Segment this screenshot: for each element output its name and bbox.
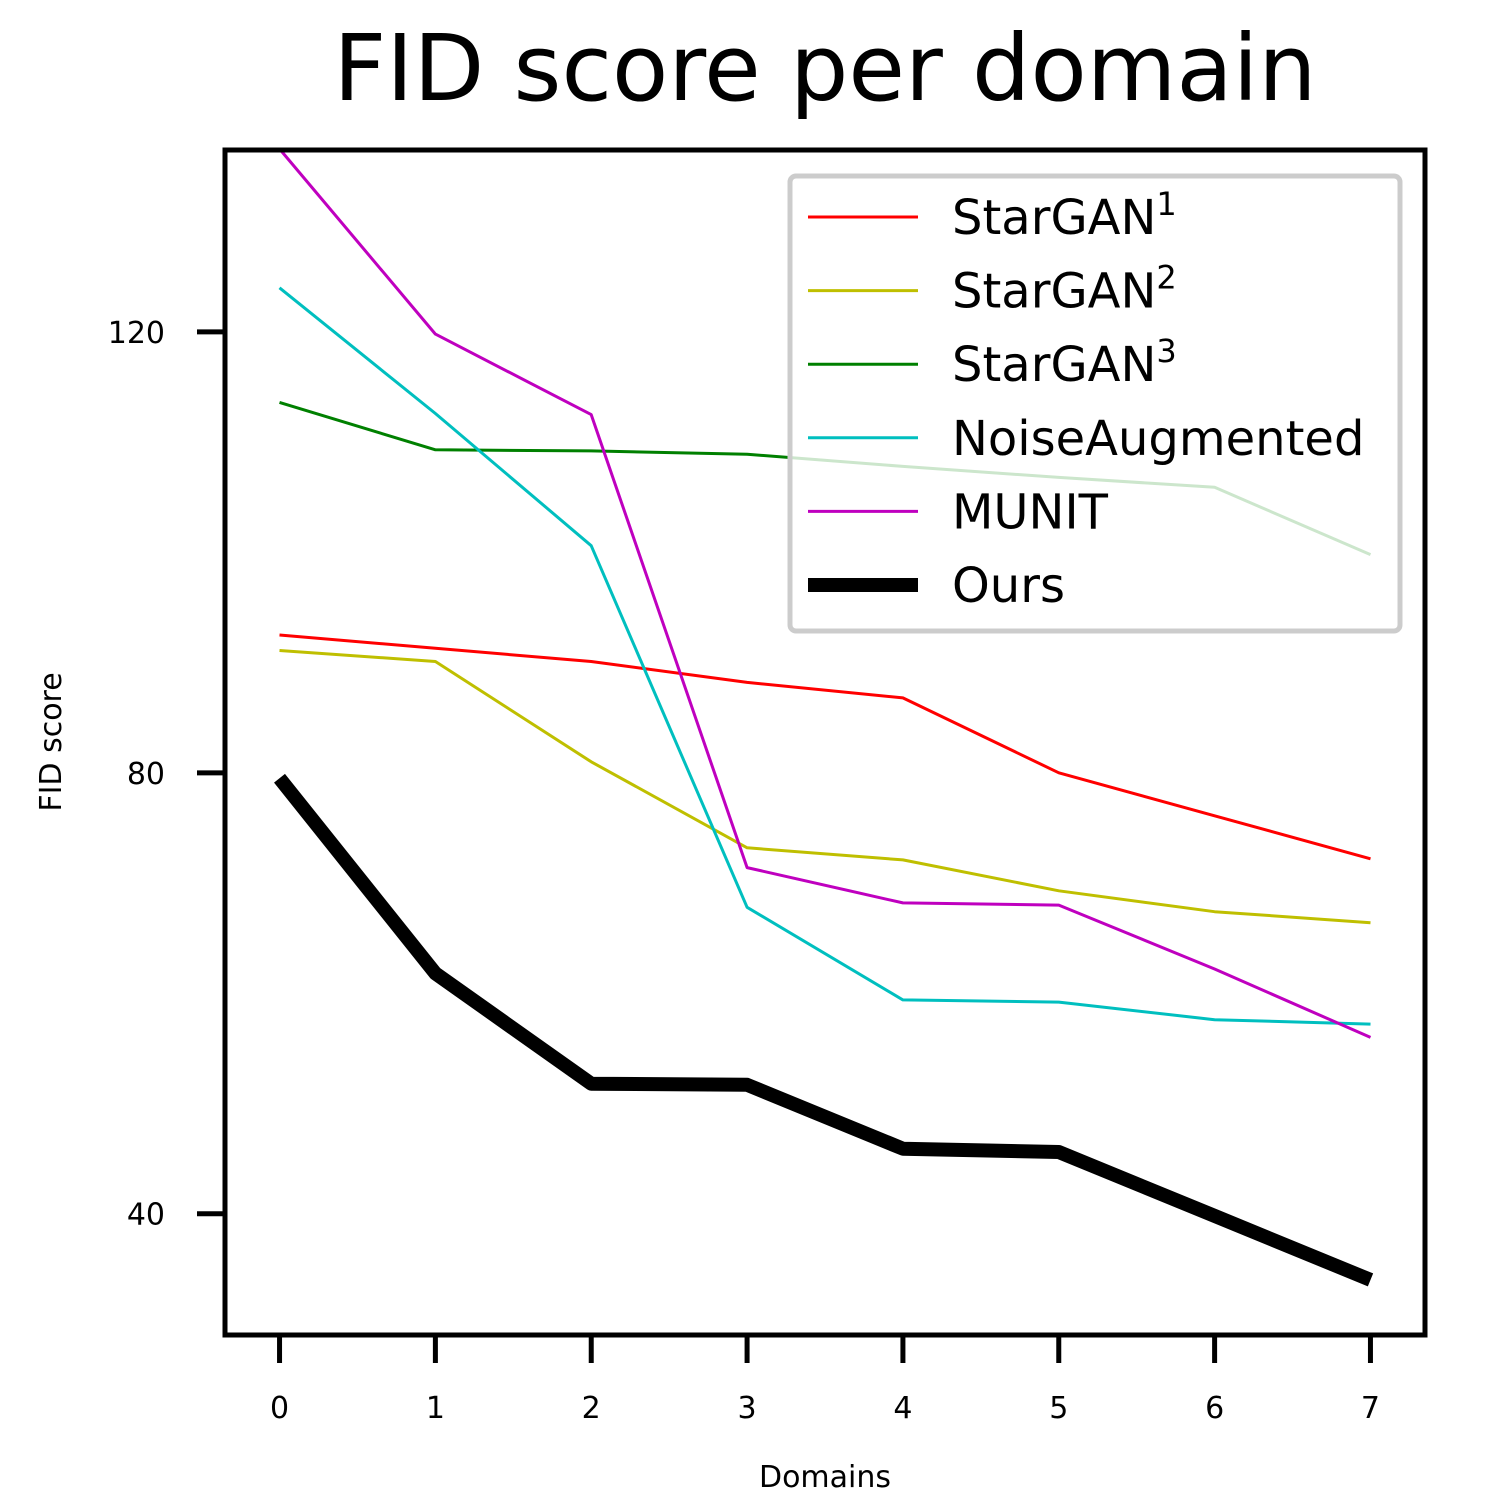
- legend-box: [787, 173, 1403, 634]
- legend-label: StarGAN1: [952, 185, 1177, 246]
- series-line-stargan2: [279, 649, 1371, 925]
- series-line-munit: [278, 147, 1372, 1039]
- x-tick-label: 7: [1361, 1391, 1380, 1426]
- x-tick-label: 0: [270, 1391, 289, 1426]
- legend-item-stargan1: StarGAN1: [808, 185, 1177, 246]
- legend-item-stargan2: StarGAN2: [808, 259, 1177, 320]
- y-axis-label: FID score: [34, 672, 69, 811]
- legend-item-ours: Ours: [808, 558, 1065, 614]
- x-axis-label: Domains: [759, 1460, 891, 1495]
- x-axis: 0 1 2 3 4 5 6 7: [270, 1335, 1380, 1426]
- chart-title: FID score per domain: [333, 15, 1316, 122]
- legend-label: NoiseAugmented: [952, 411, 1364, 467]
- series-line-stargan1: [279, 633, 1371, 861]
- y-tick-label: 80: [127, 757, 165, 792]
- legend-label: StarGAN2: [952, 259, 1177, 320]
- legend-label: StarGAN3: [952, 332, 1177, 393]
- x-tick-label: 4: [893, 1391, 912, 1426]
- x-tick-label: 3: [738, 1391, 757, 1426]
- x-tick-label: 6: [1205, 1391, 1224, 1426]
- legend-item-noiseaugmented: NoiseAugmented: [808, 411, 1364, 467]
- legend-item-munit: MUNIT: [808, 484, 1109, 540]
- legend-items: StarGAN1 StarGAN2 StarGAN3 NoiseAugmented MU…: [808, 185, 1364, 614]
- series-line-noiseaugmented: [278, 286, 1371, 1026]
- x-tick-label: 5: [1049, 1391, 1068, 1426]
- x-tick-label: 1: [426, 1391, 445, 1426]
- y-tick-label: 120: [108, 316, 165, 351]
- x-tick-label: 2: [582, 1391, 601, 1426]
- y-tick-label: 40: [127, 1198, 165, 1233]
- legend-item-stargan3: StarGAN3: [808, 332, 1177, 393]
- legend-label: Ours: [952, 558, 1065, 614]
- series-line-ours: [274, 773, 1374, 1287]
- legend: StarGAN1 StarGAN2 StarGAN3 NoiseAugmented MU…: [787, 173, 1403, 634]
- y-axis: 40 80 120: [108, 316, 225, 1233]
- legend-label: MUNIT: [952, 484, 1109, 540]
- plot-frame: [222, 147, 1428, 1338]
